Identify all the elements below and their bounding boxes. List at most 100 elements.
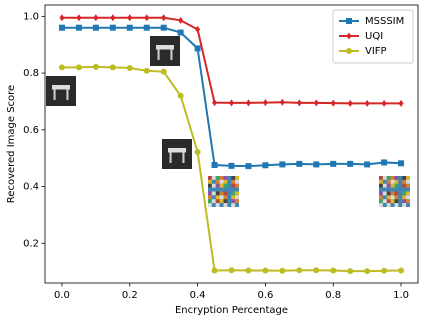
- noise-pixel: [379, 187, 383, 192]
- marker: [262, 267, 269, 274]
- noise-pixel: [231, 176, 236, 180]
- thumbnails: [46, 36, 410, 207]
- noise-pixel: [406, 195, 410, 200]
- stool-leg: [53, 89, 56, 100]
- noise-pixel: [215, 176, 220, 180]
- noise-pixel: [231, 183, 236, 188]
- marker: [364, 268, 371, 275]
- marker: [364, 99, 370, 107]
- noise-pixel: [402, 183, 407, 188]
- noise-pixel: [382, 187, 387, 192]
- thumbnail: [162, 139, 192, 169]
- y-tick-label: 0.6: [23, 125, 39, 136]
- marker: [110, 14, 116, 22]
- thumbnail: [46, 76, 76, 106]
- marker: [346, 48, 352, 54]
- noise-pixel: [398, 199, 403, 204]
- stool-seat: [156, 45, 174, 50]
- marker: [58, 24, 65, 31]
- noise-pixel: [379, 203, 383, 207]
- legend-label: VIFP: [365, 46, 387, 57]
- noise-pixel: [382, 199, 387, 204]
- noise-pixel: [223, 183, 228, 188]
- noise-pixel: [235, 199, 239, 204]
- noise-pixel: [227, 179, 232, 184]
- marker: [330, 160, 337, 167]
- noise-pixel: [227, 176, 232, 180]
- marker: [313, 267, 320, 274]
- stool-leg: [170, 49, 173, 60]
- noise-pixel: [211, 183, 216, 188]
- marker: [347, 99, 353, 107]
- marker: [346, 32, 352, 40]
- x-tick-label: 0.4: [190, 290, 206, 301]
- marker: [346, 18, 352, 24]
- x-tick-label: 0.2: [122, 290, 138, 301]
- noise-pixel: [386, 203, 391, 207]
- noise-pixel: [215, 195, 220, 200]
- noise-pixel: [379, 191, 383, 196]
- marker: [245, 267, 252, 274]
- noise-pixel: [231, 179, 236, 184]
- marker: [195, 25, 201, 33]
- noise-pixel: [382, 195, 387, 200]
- marker: [161, 14, 167, 22]
- noise-pixel: [386, 187, 391, 192]
- y-tick-label: 1.0: [23, 11, 39, 22]
- noise-pixel: [406, 179, 410, 184]
- marker: [92, 24, 99, 31]
- marker: [279, 161, 286, 168]
- marker: [262, 99, 268, 107]
- marker: [177, 92, 184, 99]
- marker: [381, 267, 388, 274]
- noise-pixel: [215, 191, 220, 196]
- marker: [93, 14, 99, 22]
- marker: [398, 160, 405, 167]
- y-tick-label: 0.2: [23, 238, 39, 249]
- noise-pixel: [406, 203, 410, 207]
- noise-pixel: [235, 179, 239, 184]
- noise-pixel: [386, 176, 391, 180]
- marker: [296, 160, 303, 167]
- noise-pixel: [227, 183, 232, 188]
- noise-pixel: [219, 191, 224, 196]
- stool-seat: [52, 85, 70, 90]
- noise-pixel: [231, 191, 236, 196]
- noise-pixel: [402, 195, 407, 200]
- marker: [76, 14, 82, 22]
- noise-pixel: [215, 187, 220, 192]
- marker: [245, 99, 251, 107]
- noise-pixel: [211, 187, 216, 192]
- marker: [381, 99, 387, 107]
- noise-pixel: [390, 179, 395, 184]
- marker: [75, 64, 82, 71]
- noise-pixel: [402, 187, 407, 192]
- noise-pixel: [219, 203, 224, 207]
- noise-pixel: [219, 179, 224, 184]
- marker: [330, 99, 336, 107]
- noise-pixel: [215, 203, 220, 207]
- marker: [109, 24, 116, 31]
- noise-pixel: [235, 191, 239, 196]
- stool-leg: [66, 89, 69, 100]
- stool-leg: [157, 49, 160, 60]
- marker: [194, 148, 201, 155]
- marker: [109, 64, 116, 71]
- noise-pixel: [223, 199, 228, 204]
- noise-pixel: [398, 191, 403, 196]
- noise-pixel: [379, 195, 383, 200]
- noise-pixel: [223, 191, 228, 196]
- noise-pixel: [231, 199, 236, 204]
- noise-pixel: [223, 203, 228, 207]
- noise-pixel: [394, 199, 399, 204]
- noise-pixel: [211, 199, 216, 204]
- noise-pixel: [398, 179, 403, 184]
- noise-pixel: [211, 195, 216, 200]
- noise-pixel: [402, 191, 407, 196]
- marker: [313, 161, 320, 168]
- stool-leg: [169, 152, 172, 163]
- noise-pixel: [219, 199, 224, 204]
- noise-pixel: [211, 191, 216, 196]
- x-tick-label: 0.0: [54, 290, 70, 301]
- noise-pixel: [211, 176, 216, 180]
